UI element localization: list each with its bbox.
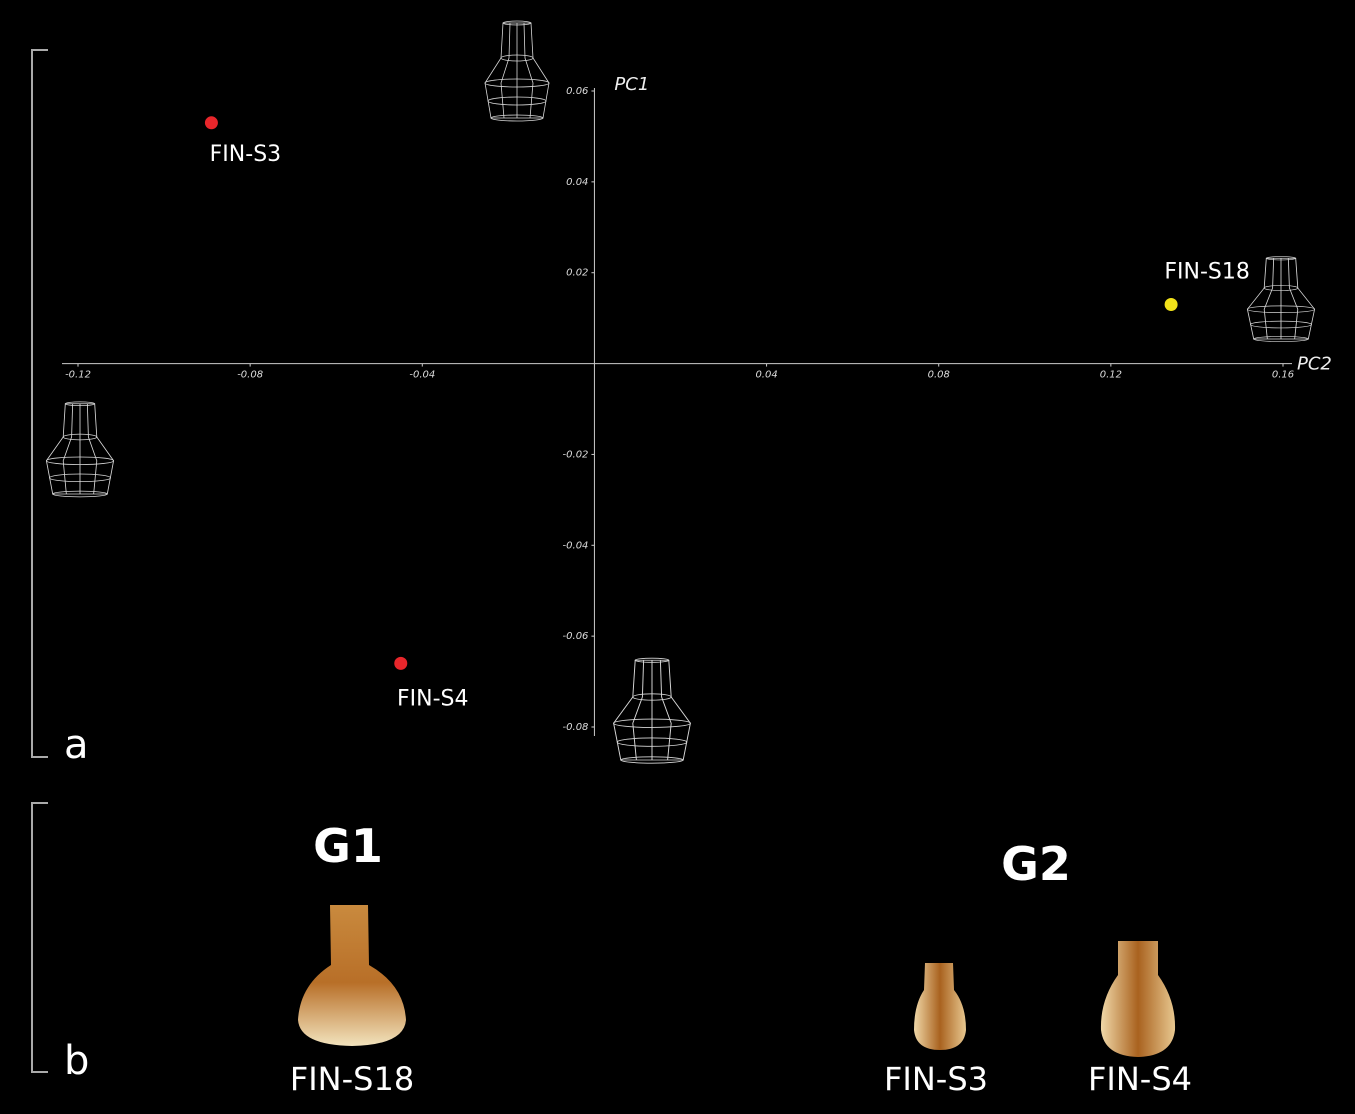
panel-label: b: [64, 1038, 89, 1084]
x-tick-label: 0.16: [1272, 370, 1294, 381]
y-axis-title: PC1: [614, 74, 649, 95]
vessel-photo: [1100, 941, 1176, 1057]
vessel-label: FIN-S3: [884, 1060, 988, 1098]
x-axis-title: PC2: [1297, 354, 1332, 375]
x-tick-label: 0.04: [755, 370, 777, 381]
x-tick-label: -0.12: [65, 370, 91, 381]
y-tick-label: 0.02: [566, 268, 588, 279]
x-tick-label: 0.12: [1100, 370, 1122, 381]
vessel-label: FIN-S18: [290, 1060, 414, 1098]
y-tick-label: -0.06: [563, 631, 589, 642]
panel-bracket: [31, 49, 48, 758]
group-label: G1: [313, 819, 383, 873]
vessel-photo: [298, 905, 406, 1046]
data-point: [204, 116, 218, 130]
vessel-label: FIN-S4: [1088, 1060, 1192, 1098]
data-point: [1164, 298, 1178, 312]
data-point: [394, 656, 408, 670]
y-tick-label: -0.04: [563, 540, 589, 551]
point-label: FIN-S4: [397, 686, 469, 711]
y-tick-label: 0.06: [566, 86, 588, 97]
x-tick-label: -0.08: [237, 370, 263, 381]
x-tick-label: 0.08: [928, 370, 950, 381]
x-tick-label: -0.04: [409, 370, 435, 381]
group-label: G2: [1001, 837, 1071, 891]
panel-label: a: [64, 722, 89, 768]
y-tick-label: -0.02: [563, 449, 589, 460]
panel-bracket: [31, 802, 48, 1073]
vessel-photo: [914, 963, 966, 1050]
point-label: FIN-S3: [210, 142, 282, 167]
y-tick-label: 0.04: [566, 177, 588, 188]
y-tick-label: -0.08: [563, 722, 589, 733]
scatter-plot: -0.12 -0.08 -0.04 0.04 0.08 0.12 0.16 0.06 0.04 0…: [62, 74, 1332, 736]
point-label: FIN-S18: [1164, 260, 1250, 285]
